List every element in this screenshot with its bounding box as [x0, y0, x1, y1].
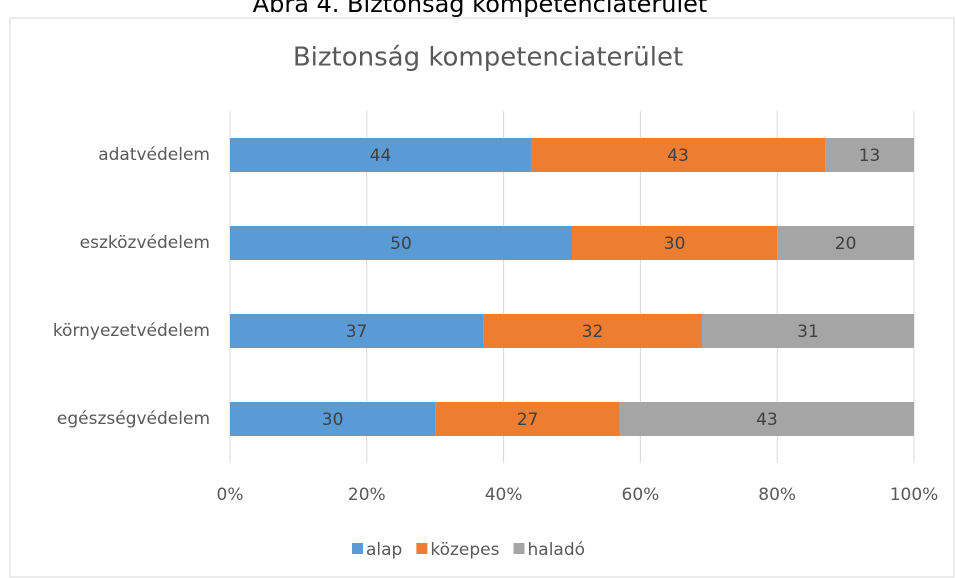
- chart-frame: [9, 17, 955, 578]
- legend-swatch: [513, 543, 525, 554]
- x-tick-label: 0%: [217, 485, 244, 505]
- x-tick-label: 80%: [758, 485, 796, 505]
- bar-segment: [619, 402, 914, 436]
- data-label: 31: [797, 322, 819, 342]
- data-label: 43: [667, 146, 689, 166]
- legend-label: haladó: [528, 540, 586, 560]
- legend-label: alap: [366, 540, 402, 560]
- bar-segment: [777, 226, 914, 260]
- x-tick-label: 40%: [485, 485, 523, 505]
- y-tick-label: környezetvédelem: [53, 321, 210, 341]
- bar-segment: [572, 226, 778, 260]
- bar-segment: [230, 314, 484, 348]
- bar-segment: [701, 314, 914, 348]
- caption: Ábra 4. Biztonság kompetenciaterület: [253, 0, 708, 18]
- bar-segment: [230, 402, 436, 436]
- x-tick-label: 20%: [348, 485, 386, 505]
- bar-segment: [230, 138, 531, 172]
- x-tick-label: 100%: [890, 485, 939, 505]
- data-label: 37: [346, 322, 368, 342]
- legend-swatch: [352, 543, 363, 554]
- bar-segment: [435, 402, 620, 436]
- chart-title: Biztonság kompetenciaterület: [293, 43, 683, 73]
- y-tick-label: adatvédelem: [98, 145, 210, 165]
- bar-segment: [530, 138, 826, 172]
- data-label: 27: [517, 410, 539, 430]
- data-label: 13: [859, 146, 881, 166]
- bar-segment: [230, 226, 572, 260]
- bar-segment: [825, 138, 914, 172]
- data-label: 43: [756, 410, 778, 430]
- data-label: 50: [390, 234, 412, 254]
- data-label: 30: [322, 410, 344, 430]
- y-tick-label: egészségvédelem: [57, 409, 210, 429]
- legend-swatch: [416, 543, 428, 554]
- x-tick-label: 60%: [622, 485, 660, 505]
- legend-label: közepes: [430, 540, 499, 560]
- bar-segment: [483, 314, 702, 348]
- data-label: 20: [835, 234, 857, 254]
- data-label: 30: [664, 234, 686, 254]
- data-label: 44: [370, 146, 392, 166]
- data-label: 32: [582, 322, 604, 342]
- y-tick-label: eszközvédelem: [80, 233, 210, 253]
